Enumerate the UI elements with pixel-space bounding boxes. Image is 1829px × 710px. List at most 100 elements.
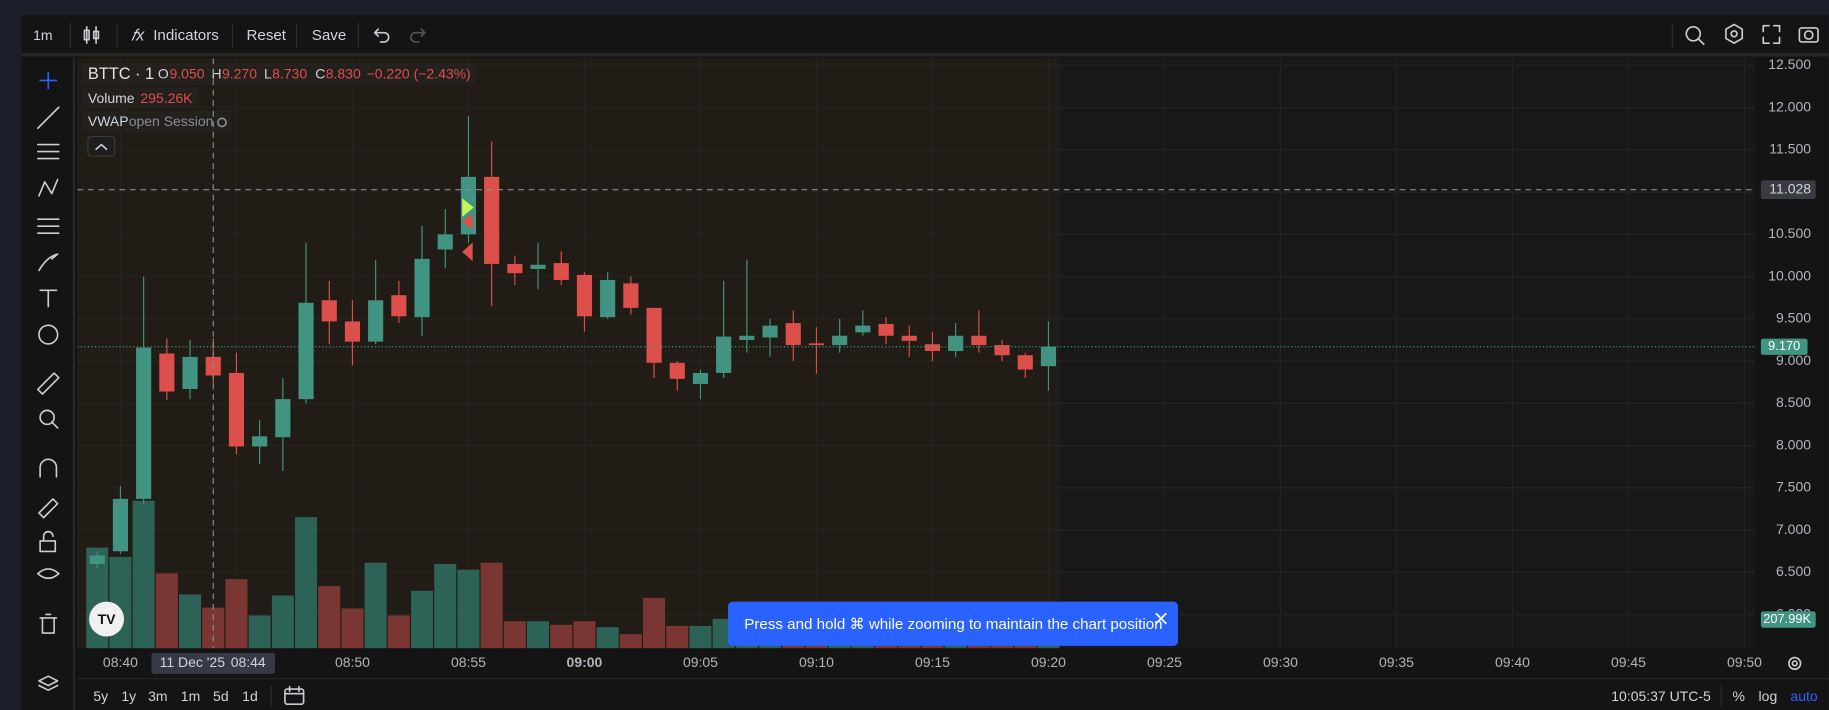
candle-body bbox=[739, 335, 755, 340]
volume-value: 295.26K bbox=[140, 90, 193, 106]
y-tick-label: 12.500 bbox=[1768, 56, 1811, 72]
undo-icon[interactable] bbox=[373, 28, 390, 43]
trash-tool[interactable] bbox=[39, 613, 58, 634]
x-tick-label: 08:50 bbox=[335, 654, 370, 670]
text-tool[interactable] bbox=[39, 289, 58, 308]
volume-bar bbox=[271, 595, 294, 649]
candle-body bbox=[368, 300, 384, 342]
object-tree-tool[interactable] bbox=[38, 675, 59, 691]
range-button[interactable]: 3m bbox=[148, 688, 167, 704]
quick-search-icon[interactable] bbox=[1685, 25, 1705, 46]
fx-icon[interactable]: 𝑓x bbox=[131, 26, 145, 44]
indicators-button[interactable]: Indicators bbox=[153, 27, 219, 44]
plot: 08:4008:4508:5008:5509:0009:0509:1009:15… bbox=[77, 56, 1811, 670]
volume-bar bbox=[225, 579, 248, 649]
open-value: 9.050 bbox=[170, 65, 205, 81]
trendline-tool[interactable] bbox=[36, 106, 60, 130]
candle-body bbox=[762, 325, 778, 338]
auto-toggle[interactable]: auto bbox=[1790, 688, 1817, 704]
log-toggle[interactable]: log bbox=[1759, 688, 1778, 704]
volume-bar bbox=[364, 562, 387, 649]
volume-bar bbox=[619, 634, 642, 649]
last-price-box bbox=[1760, 338, 1808, 355]
collapse-icon bbox=[95, 143, 108, 151]
crosshair-time-box bbox=[151, 652, 276, 674]
candle-body bbox=[298, 302, 314, 400]
candle-body bbox=[692, 372, 709, 384]
pattern-tool[interactable] bbox=[38, 178, 59, 197]
volume-bar bbox=[179, 594, 202, 649]
y-tick-label: 8.000 bbox=[1776, 436, 1811, 452]
change-value: −0.220 (−2.43%) bbox=[367, 65, 471, 81]
projection-tool[interactable] bbox=[36, 218, 60, 234]
brush-tool[interactable] bbox=[38, 253, 59, 272]
range-button[interactable]: 5y bbox=[93, 688, 108, 704]
x-tick-label: 09:15 bbox=[915, 654, 950, 670]
candle-body bbox=[530, 264, 546, 269]
visibility-tool[interactable] bbox=[36, 568, 60, 580]
candle-body bbox=[924, 344, 941, 351]
fullscreen-icon[interactable] bbox=[1762, 24, 1781, 44]
x-tick-label: 09:10 bbox=[799, 654, 834, 670]
candle-body bbox=[344, 321, 361, 342]
reset-button[interactable]: Reset bbox=[246, 27, 286, 44]
low-label: L bbox=[264, 65, 272, 81]
volume-bar bbox=[457, 569, 480, 649]
x-tick-label: 09:00 bbox=[567, 654, 603, 670]
x-tick-label: 09:25 bbox=[1147, 654, 1182, 670]
candle-body bbox=[600, 279, 616, 318]
candle-body bbox=[576, 274, 593, 317]
candle-body bbox=[159, 353, 175, 392]
candle-body bbox=[275, 399, 291, 438]
ruler-tool[interactable] bbox=[36, 372, 60, 395]
lock-tool[interactable] bbox=[39, 530, 57, 553]
candle-body bbox=[112, 498, 129, 552]
last-volume-label: 207.99K bbox=[1763, 611, 1811, 626]
volume-bar bbox=[434, 563, 457, 649]
range-button[interactable]: 1d bbox=[242, 688, 258, 704]
candle-body bbox=[1040, 346, 1057, 367]
collapse-button[interactable] bbox=[87, 135, 116, 157]
toast-close[interactable] bbox=[1155, 612, 1167, 625]
candle-body bbox=[832, 335, 848, 346]
candle-body bbox=[716, 336, 732, 373]
emoji-tool[interactable] bbox=[38, 324, 59, 345]
chart-type-icon[interactable] bbox=[83, 25, 100, 44]
legend-bg bbox=[82, 62, 477, 86]
y-tick-label: 7.000 bbox=[1776, 521, 1811, 537]
percent-toggle[interactable]: % bbox=[1733, 688, 1745, 704]
zoom-tool[interactable] bbox=[39, 409, 59, 429]
fib-tool[interactable] bbox=[36, 143, 60, 160]
save-button[interactable]: Save bbox=[312, 27, 347, 44]
axis-settings-icon[interactable] bbox=[1788, 656, 1802, 671]
interval-button[interactable]: 1m bbox=[33, 27, 52, 43]
toast-bg bbox=[727, 601, 1178, 646]
candle-body bbox=[553, 263, 569, 280]
x-tick-label: 08:55 bbox=[451, 654, 486, 670]
range-button[interactable]: 1m bbox=[181, 688, 200, 704]
volume-bar bbox=[596, 627, 619, 649]
buy-marker bbox=[462, 198, 474, 217]
range-button[interactable]: 5d bbox=[213, 688, 229, 704]
session-shade bbox=[77, 58, 1061, 649]
lock-drawing-tool[interactable] bbox=[38, 498, 59, 519]
crosshair-tool[interactable] bbox=[39, 71, 58, 90]
volume-bar bbox=[689, 625, 712, 649]
candle-body bbox=[391, 295, 407, 317]
settings-icon[interactable] bbox=[1725, 23, 1744, 44]
y-tick-label: 10.000 bbox=[1768, 267, 1811, 283]
screenshot-icon[interactable] bbox=[1798, 27, 1819, 43]
candle-body bbox=[437, 234, 453, 250]
volume-bar bbox=[248, 615, 271, 649]
candle-body bbox=[971, 335, 987, 346]
top-toolbar: 1m 𝑓x Indicators Reset Save bbox=[33, 23, 1819, 48]
redo-icon[interactable] bbox=[410, 28, 426, 43]
overlays: 9.170 11.028 11 Dec '25 08:44 207.99K bbox=[77, 58, 1816, 674]
hidden-icon[interactable] bbox=[217, 117, 227, 128]
goto-date-icon[interactable] bbox=[284, 685, 305, 705]
magnet-tool[interactable] bbox=[39, 458, 58, 478]
range-button[interactable]: 1y bbox=[121, 688, 136, 704]
candle-body bbox=[182, 356, 198, 390]
clock: 10:05:37 UTC-5 bbox=[1611, 688, 1711, 704]
